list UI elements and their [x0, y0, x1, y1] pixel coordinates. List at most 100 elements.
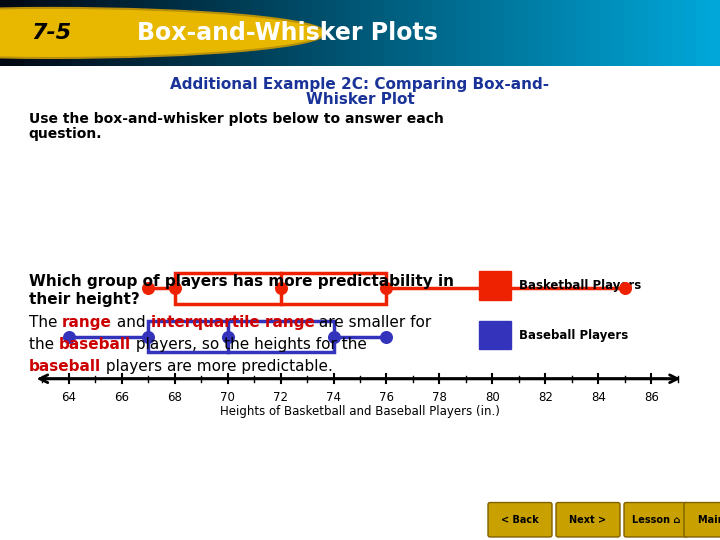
- Bar: [528, 0, 540, 66]
- Bar: [408, 0, 420, 66]
- Text: 86: 86: [644, 390, 659, 403]
- Bar: [276, 0, 288, 66]
- Bar: [84, 0, 96, 66]
- Bar: [156, 0, 168, 66]
- Bar: [396, 0, 408, 66]
- Text: 80: 80: [485, 390, 500, 403]
- Bar: [360, 0, 372, 66]
- Text: © HOLT McDOUGAL, All Rights Reserved: © HOLT McDOUGAL, All Rights Reserved: [8, 515, 206, 525]
- Text: 66: 66: [114, 390, 129, 403]
- Bar: [588, 0, 600, 66]
- Bar: [600, 0, 612, 66]
- Bar: [148, 321, 333, 352]
- Text: interquartile range: interquartile range: [150, 315, 315, 330]
- Text: 84: 84: [591, 390, 606, 403]
- Text: 82: 82: [538, 390, 553, 403]
- Bar: [324, 0, 336, 66]
- Text: Main ⌂: Main ⌂: [698, 515, 720, 525]
- Bar: [12, 0, 24, 66]
- Bar: [120, 0, 132, 66]
- Point: [381, 332, 392, 341]
- Text: baseball: baseball: [29, 360, 101, 374]
- Text: Box-and-Whisker Plots: Box-and-Whisker Plots: [137, 21, 438, 45]
- Bar: [312, 0, 324, 66]
- Bar: [672, 0, 684, 66]
- Point: [143, 284, 154, 293]
- Text: 7-5: 7-5: [32, 23, 72, 43]
- Bar: [132, 0, 144, 66]
- Text: 76: 76: [379, 390, 394, 403]
- Bar: [192, 0, 204, 66]
- Bar: [348, 0, 360, 66]
- Point: [143, 332, 154, 341]
- Bar: [480, 272, 511, 300]
- FancyBboxPatch shape: [488, 503, 552, 537]
- FancyBboxPatch shape: [556, 503, 620, 537]
- Point: [275, 284, 287, 293]
- Text: Heights of Basketball and Baseball Players (in.): Heights of Basketball and Baseball Playe…: [220, 404, 500, 417]
- Text: 70: 70: [220, 390, 235, 403]
- Text: < Back: < Back: [501, 515, 539, 525]
- Bar: [456, 0, 468, 66]
- Bar: [288, 0, 300, 66]
- Bar: [420, 0, 432, 66]
- Bar: [228, 0, 240, 66]
- Text: players are more predictable.: players are more predictable.: [101, 360, 333, 374]
- Bar: [108, 0, 120, 66]
- Bar: [504, 0, 516, 66]
- Bar: [612, 0, 624, 66]
- Bar: [516, 0, 528, 66]
- Bar: [144, 0, 156, 66]
- Bar: [492, 0, 504, 66]
- Bar: [624, 0, 636, 66]
- Text: Use the box-and-whisker plots below to answer each: Use the box-and-whisker plots below to a…: [29, 112, 444, 126]
- Bar: [240, 0, 252, 66]
- Bar: [96, 0, 108, 66]
- Bar: [216, 0, 228, 66]
- Bar: [468, 0, 480, 66]
- Bar: [432, 0, 444, 66]
- Bar: [168, 0, 180, 66]
- Bar: [636, 0, 648, 66]
- Bar: [336, 0, 348, 66]
- Bar: [372, 0, 384, 66]
- Bar: [24, 0, 36, 66]
- Text: question.: question.: [29, 127, 102, 141]
- Bar: [708, 0, 720, 66]
- Text: 64: 64: [61, 390, 76, 403]
- Text: Baseball Players: Baseball Players: [519, 329, 629, 342]
- Text: 78: 78: [432, 390, 447, 403]
- Bar: [264, 0, 276, 66]
- Text: the: the: [29, 338, 59, 352]
- Bar: [648, 0, 660, 66]
- Bar: [384, 0, 396, 66]
- Point: [63, 332, 74, 341]
- Text: Next >: Next >: [570, 515, 606, 525]
- Text: 74: 74: [326, 390, 341, 403]
- Text: Basketball Players: Basketball Players: [519, 279, 642, 292]
- Text: 72: 72: [273, 390, 288, 403]
- Bar: [204, 0, 216, 66]
- Text: The: The: [29, 315, 62, 330]
- Bar: [480, 321, 511, 349]
- Bar: [48, 0, 60, 66]
- Bar: [576, 0, 588, 66]
- Bar: [36, 0, 48, 66]
- Text: Which group of players has more predictability in: Which group of players has more predicta…: [29, 274, 454, 289]
- Text: 68: 68: [167, 390, 182, 403]
- Bar: [252, 0, 264, 66]
- Bar: [684, 0, 696, 66]
- Bar: [552, 0, 564, 66]
- Bar: [180, 0, 192, 66]
- Text: are smaller for: are smaller for: [315, 315, 432, 330]
- Bar: [660, 0, 672, 66]
- Bar: [564, 0, 576, 66]
- Point: [381, 284, 392, 293]
- Bar: [300, 0, 312, 66]
- Text: Additional Example 2C: Comparing Box-and-: Additional Example 2C: Comparing Box-and…: [171, 77, 549, 92]
- Bar: [696, 0, 708, 66]
- Point: [619, 284, 631, 293]
- Text: Lesson ⌂: Lesson ⌂: [632, 515, 680, 525]
- Text: their height?: their height?: [29, 292, 140, 307]
- Circle shape: [0, 8, 325, 58]
